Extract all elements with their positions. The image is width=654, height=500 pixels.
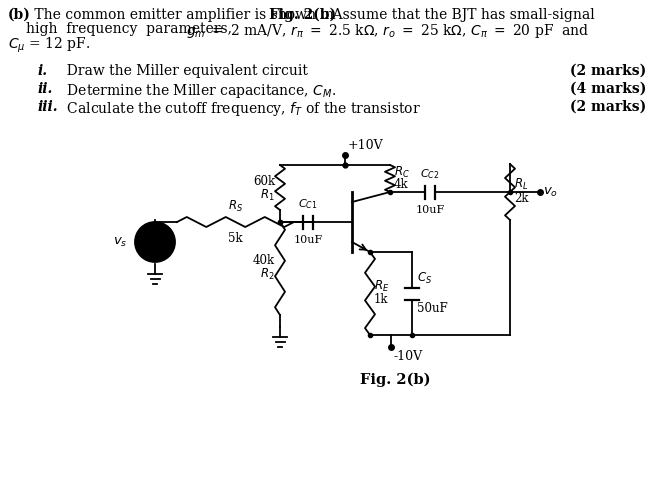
Text: 60k: 60k — [253, 175, 275, 188]
Text: -10V: -10V — [394, 350, 423, 363]
Text: $R_L$: $R_L$ — [514, 176, 528, 192]
Text: Draw the Miller equivalent circuit: Draw the Miller equivalent circuit — [58, 64, 308, 78]
Text: $R_C$: $R_C$ — [394, 165, 410, 180]
Text: +10V: +10V — [348, 139, 384, 152]
Text: $R_2$: $R_2$ — [260, 267, 275, 282]
Circle shape — [135, 222, 175, 262]
Text: $R_1$: $R_1$ — [260, 188, 275, 203]
Text: 10uF: 10uF — [415, 205, 445, 215]
Text: +: + — [149, 227, 161, 241]
Text: (2 marks): (2 marks) — [570, 64, 646, 78]
Text: $v_o$: $v_o$ — [543, 186, 558, 198]
Text: $R_S$: $R_S$ — [228, 199, 243, 214]
Text: $C_{C1}$: $C_{C1}$ — [298, 197, 318, 211]
Text: −: − — [148, 242, 162, 258]
Text: high  frequency  parameters,: high frequency parameters, — [26, 22, 241, 36]
Text: $C_{C2}$: $C_{C2}$ — [421, 167, 439, 181]
Text: 10uF: 10uF — [294, 235, 322, 245]
Text: . Assume that the BJT has small-signal: . Assume that the BJT has small-signal — [324, 8, 594, 22]
Text: $C_S$: $C_S$ — [417, 270, 432, 285]
Text: Determine the Miller capacitance, $C_M$.: Determine the Miller capacitance, $C_M$. — [58, 82, 336, 100]
Text: 2k: 2k — [514, 192, 528, 204]
Text: (4 marks): (4 marks) — [570, 82, 646, 96]
Text: i.: i. — [38, 64, 48, 78]
Text: (2 marks): (2 marks) — [570, 100, 646, 114]
Text: Fig. 2(b): Fig. 2(b) — [269, 8, 336, 22]
Text: 4k: 4k — [394, 178, 409, 191]
Text: (b): (b) — [8, 8, 31, 22]
Text: 1k: 1k — [374, 293, 388, 306]
Text: 50uF: 50uF — [417, 302, 448, 314]
Text: Fig. 2(b): Fig. 2(b) — [360, 373, 430, 388]
Text: ii.: ii. — [38, 82, 54, 96]
Text: iii.: iii. — [38, 100, 59, 114]
Text: Calculate the cutoff frequency, $f_T$ of the transistor: Calculate the cutoff frequency, $f_T$ of… — [58, 100, 421, 118]
Text: $v_s$: $v_s$ — [112, 236, 127, 248]
Text: $C_\mu$ = 12 pF.: $C_\mu$ = 12 pF. — [8, 36, 90, 56]
Text: 5k: 5k — [228, 232, 243, 245]
Text: The common emitter amplifier is shown in: The common emitter amplifier is shown in — [30, 8, 338, 22]
Text: $R_E$: $R_E$ — [374, 279, 389, 294]
Text: 40k: 40k — [253, 254, 275, 267]
Text: $g_m$ $=$ 2 mA/V, $r_\pi$ $=$ 2.5 k$\Omega$, $r_o$ $=$ 25 k$\Omega$, $C_\pi$ $=$: $g_m$ $=$ 2 mA/V, $r_\pi$ $=$ 2.5 k$\Ome… — [186, 22, 589, 40]
